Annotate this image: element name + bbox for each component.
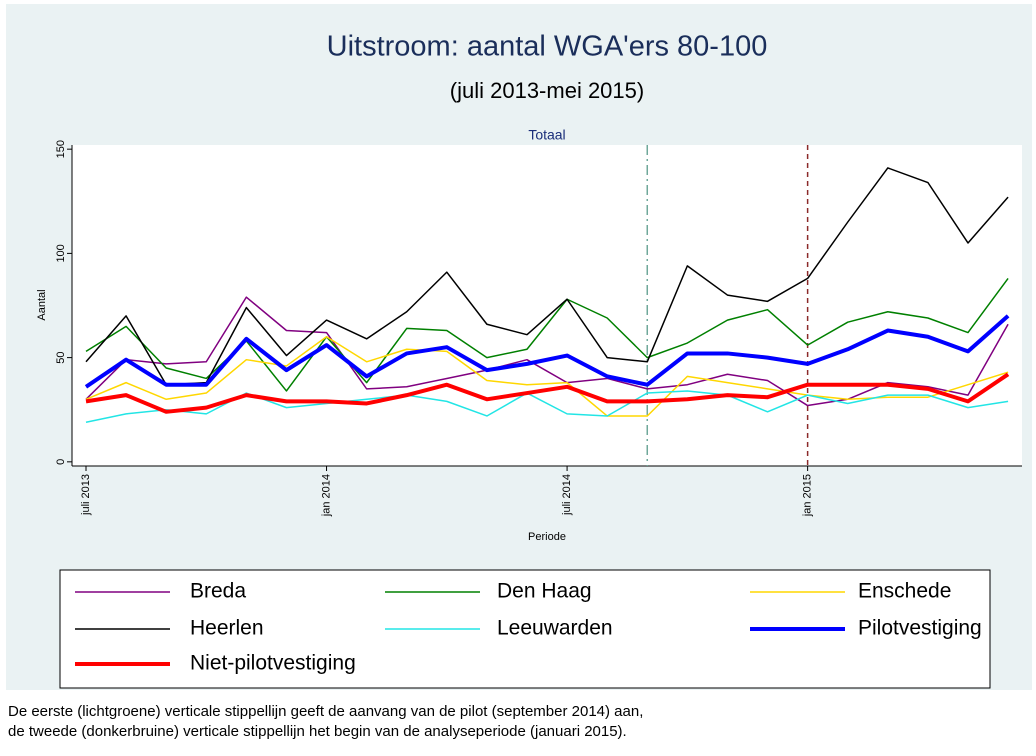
series-line <box>85 336 1009 417</box>
x-axis-label: Periode <box>528 531 566 543</box>
series-line <box>85 167 1009 386</box>
series-line <box>84 314 1010 389</box>
note-line: De eerste (lichtgroene) verticale stippe… <box>8 703 643 720</box>
x-tick-label: juli 2013 <box>80 474 92 516</box>
legend-label: Enschede <box>858 580 951 603</box>
y-axis-label: Aantal <box>36 289 48 320</box>
x-tick-label: jan 2015 <box>802 474 814 517</box>
note-line: de tweede (donkerbruine) verticale stipp… <box>8 723 627 740</box>
x-tick-label: jan 2014 <box>320 474 332 517</box>
legend-label: Pilotvestiging <box>858 617 982 640</box>
chart-subtitle: (juli 2013-mei 2015) <box>450 78 644 103</box>
series-line <box>85 372 1010 414</box>
x-tick-label: juli 2014 <box>561 474 573 516</box>
legend-label: Heerlen <box>190 617 264 640</box>
y-tick-label: 0 <box>55 459 67 465</box>
plot-area <box>72 145 1022 466</box>
legend-label: Leeuwarden <box>497 617 613 640</box>
y-tick-label: 100 <box>55 244 67 262</box>
y-tick-label: 150 <box>55 140 67 158</box>
y-tick-label: 50 <box>55 351 67 363</box>
panel-title: Totaal <box>528 127 565 143</box>
legend-label: Niet-pilotvestiging <box>190 652 356 675</box>
chart-title: Uitstroom: aantal WGA'ers 80-100 <box>327 31 768 63</box>
series-line <box>85 296 1009 407</box>
legend-label: Den Haag <box>497 580 592 603</box>
legend-label: Breda <box>190 580 246 603</box>
